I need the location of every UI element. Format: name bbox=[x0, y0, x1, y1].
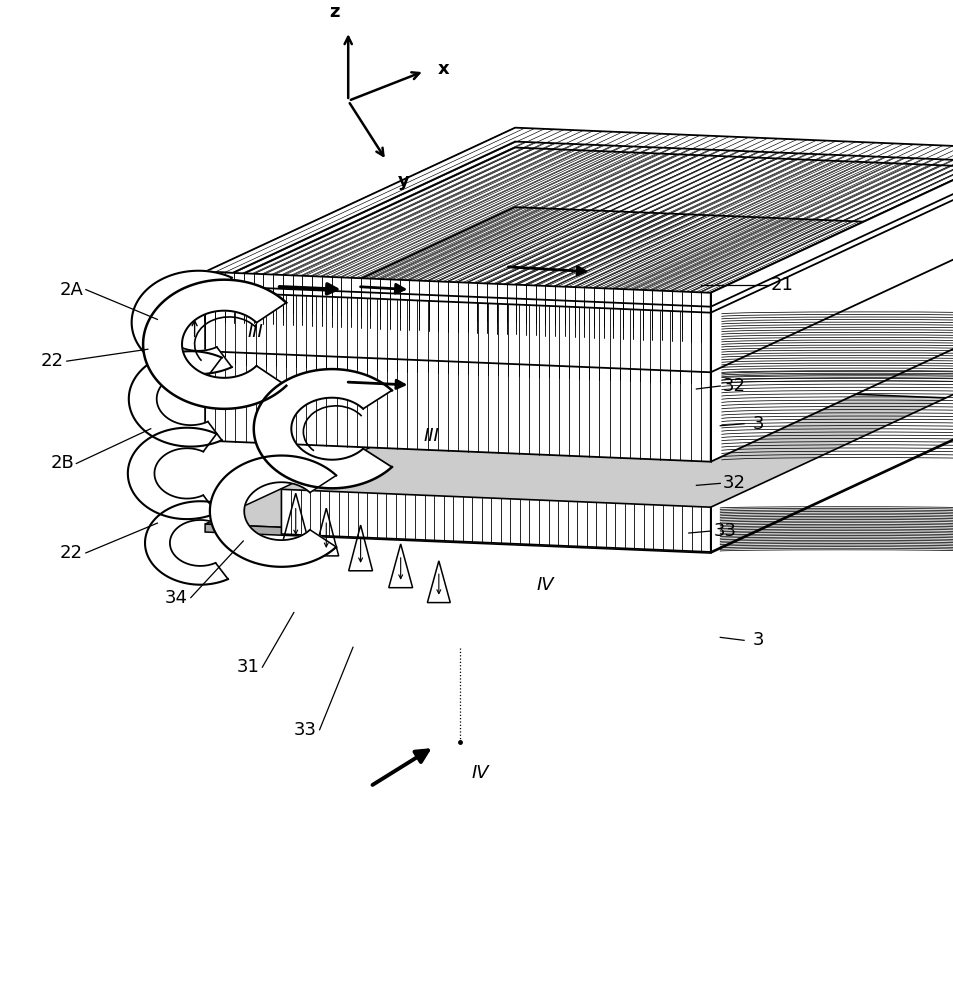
Text: 34: 34 bbox=[165, 589, 188, 607]
Polygon shape bbox=[205, 309, 710, 340]
Text: 32: 32 bbox=[722, 474, 745, 492]
Text: x: x bbox=[437, 60, 449, 78]
Polygon shape bbox=[205, 148, 953, 313]
Polygon shape bbox=[205, 286, 710, 342]
Polygon shape bbox=[710, 169, 953, 384]
Polygon shape bbox=[205, 165, 953, 331]
Polygon shape bbox=[205, 128, 953, 293]
Polygon shape bbox=[205, 351, 710, 382]
Polygon shape bbox=[205, 292, 710, 384]
Polygon shape bbox=[210, 456, 335, 567]
Text: 3: 3 bbox=[752, 415, 763, 433]
Polygon shape bbox=[205, 272, 710, 331]
Polygon shape bbox=[710, 401, 953, 553]
Polygon shape bbox=[132, 271, 232, 374]
Text: 2A: 2A bbox=[59, 281, 84, 299]
Text: y: y bbox=[397, 172, 409, 190]
Text: 21: 21 bbox=[770, 276, 793, 294]
Polygon shape bbox=[710, 149, 953, 331]
Polygon shape bbox=[710, 186, 953, 340]
Polygon shape bbox=[129, 351, 221, 447]
Polygon shape bbox=[710, 305, 953, 459]
Polygon shape bbox=[710, 228, 953, 462]
Polygon shape bbox=[128, 428, 216, 519]
Text: 3: 3 bbox=[752, 631, 763, 649]
Text: 2B: 2B bbox=[51, 454, 73, 472]
Text: 22: 22 bbox=[60, 544, 83, 562]
Text: 32: 32 bbox=[722, 377, 745, 395]
Polygon shape bbox=[205, 524, 710, 553]
Text: 31: 31 bbox=[236, 658, 259, 676]
Polygon shape bbox=[205, 351, 710, 462]
Text: 33: 33 bbox=[294, 721, 316, 739]
Text: III: III bbox=[248, 323, 263, 341]
Polygon shape bbox=[143, 280, 286, 409]
Text: IV: IV bbox=[537, 576, 554, 594]
Polygon shape bbox=[710, 163, 953, 342]
Polygon shape bbox=[145, 501, 228, 585]
Polygon shape bbox=[205, 380, 953, 545]
Polygon shape bbox=[205, 207, 953, 372]
Polygon shape bbox=[205, 284, 953, 449]
Text: 22: 22 bbox=[41, 352, 64, 370]
Polygon shape bbox=[710, 385, 953, 552]
Polygon shape bbox=[281, 489, 710, 552]
Text: z: z bbox=[329, 3, 340, 21]
Text: III: III bbox=[423, 427, 438, 445]
Polygon shape bbox=[205, 142, 953, 307]
Polygon shape bbox=[205, 207, 953, 372]
Text: IV: IV bbox=[471, 764, 488, 782]
Polygon shape bbox=[205, 428, 710, 459]
Polygon shape bbox=[253, 369, 392, 488]
Polygon shape bbox=[710, 228, 953, 382]
Text: 33: 33 bbox=[713, 522, 736, 540]
